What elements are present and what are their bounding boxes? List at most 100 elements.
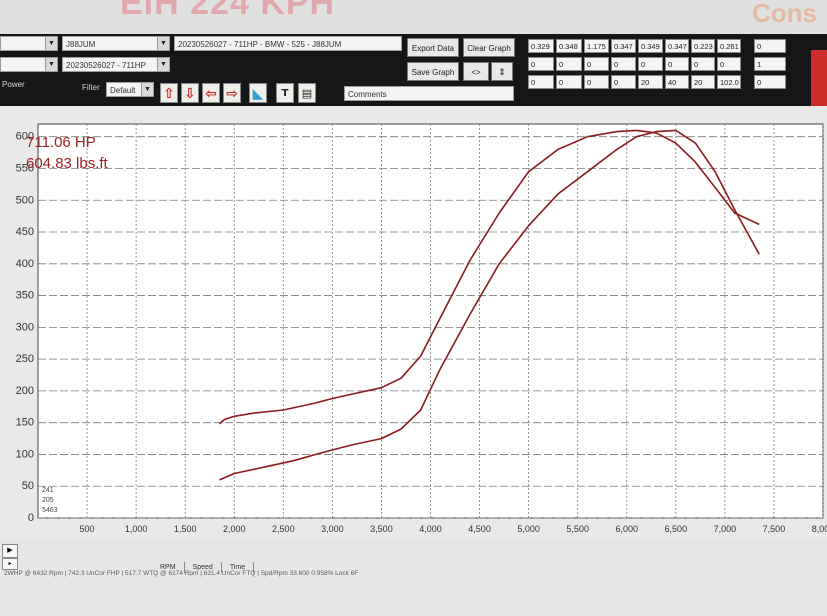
grid-cell: 0: [584, 75, 609, 89]
y-tick-label: 150: [16, 417, 34, 429]
x-tick-label: 7,000: [714, 524, 737, 534]
vehicle-dropdown-value: J88JUM: [66, 40, 96, 49]
grid-cell: 0: [528, 75, 554, 89]
print-icon[interactable]: ▤: [298, 83, 316, 103]
save-graph-button[interactable]: Save Graph: [407, 62, 459, 81]
y-tick-label: 300: [16, 321, 34, 333]
y-tick-label: 50: [22, 480, 34, 492]
chevron-down-icon: ▼: [157, 37, 169, 50]
spinner-icon[interactable]: ⇕: [491, 62, 513, 81]
x-tick-label: 500: [80, 524, 95, 534]
filter-dropdown[interactable]: Default ▼: [106, 82, 154, 97]
readout-line-1: 241: [42, 487, 54, 494]
readout-line-2: 205: [42, 497, 54, 504]
series-line-2: [219, 129, 760, 481]
arrow-up-icon[interactable]: ⇧: [160, 83, 178, 103]
y-tick-label: 600: [16, 131, 34, 143]
x-tick-label: 3,000: [321, 524, 344, 534]
step-icon[interactable]: ▸: [2, 558, 18, 570]
x-tick-label: 7,500: [763, 524, 786, 534]
grid-lines: [38, 124, 824, 519]
chevron-down-icon: ▼: [45, 37, 57, 50]
grid-cell: 0.348: [556, 39, 582, 53]
x-tick-label: 4,000: [419, 524, 442, 534]
grid-cell: 1.175: [584, 39, 609, 53]
grid-cell: 0: [665, 57, 689, 71]
grid-cell: 0.261: [717, 39, 741, 53]
grid-cell: 0.329: [528, 39, 554, 53]
y-tick-label: 500: [16, 194, 34, 206]
run-select-field[interactable]: 20230526027 - 711HP - BMW - 525 - J88JUM: [174, 36, 402, 51]
grid-cell: 0.347: [665, 39, 689, 53]
tab-rpm[interactable]: RPM: [152, 562, 185, 573]
arrow-down-icon[interactable]: ⇩: [181, 83, 199, 103]
grid-cell: 0: [691, 57, 715, 71]
tick-labels: 500 1,000 1,500 2,000 2,500 3,000 3,500 4,000 4,…: [16, 131, 827, 534]
grid-cell: 0: [611, 57, 636, 71]
filter-label: Filter: [82, 83, 100, 92]
comments-field[interactable]: Comments: [344, 86, 514, 101]
x-tick-label: 1,500: [174, 524, 197, 534]
y-tick-label: 0: [28, 512, 34, 524]
y-tick-label: 250: [16, 353, 34, 365]
clear-graph-button[interactable]: Clear Graph: [463, 38, 515, 57]
power-label: Power: [2, 80, 25, 89]
run-dropdown-left[interactable]: ▼: [0, 57, 58, 72]
side-red-bar: [811, 50, 827, 110]
readout-line-3: 5463: [42, 507, 58, 514]
x-tick-label: 5,500: [566, 524, 589, 534]
dyno-chart: 500 1,000 1,500 2,000 2,500 3,000 3,500 4,000 4,…: [0, 106, 827, 540]
grid-cell: 0.349: [638, 39, 663, 53]
y-tick-label: 100: [16, 448, 34, 460]
y-tick-label: 450: [16, 226, 34, 238]
status-line: 2WHP @ 6432 Rpm | 742.3 UnCor FHP | 517.…: [4, 570, 359, 577]
filter-dropdown-value: Default: [110, 86, 136, 95]
banner-title: EIH 224 KPH: [120, 0, 336, 22]
run-dropdown[interactable]: 20230526027 - 711HP ▼: [62, 57, 170, 72]
chevron-down-icon: ▼: [45, 58, 57, 71]
grid-cell: 0: [528, 57, 554, 71]
x-tick-label: 3,500: [370, 524, 393, 534]
series-line-1: [218, 129, 760, 425]
text-tool-icon[interactable]: T: [276, 83, 294, 103]
y-tick-label: 350: [16, 290, 34, 302]
grid-cell: 102.0: [717, 75, 741, 89]
y-tick-label: 550: [16, 162, 34, 174]
grid-cell: 0.223: [691, 39, 715, 53]
x-tick-label: 6,500: [665, 524, 688, 534]
pointer-icon[interactable]: ◣: [249, 83, 267, 103]
footer-bar: ▶ ▸ RPM Speed Time 2WHP @ 6432 Rpm | 742.3…: [0, 540, 827, 616]
arrow-right-icon[interactable]: ⇨: [223, 83, 241, 103]
x-tick-label: 6,000: [615, 524, 638, 534]
play-icon[interactable]: ▶: [2, 544, 18, 558]
grid-cell: 0: [584, 57, 609, 71]
x-tick-label: 2,000: [223, 524, 246, 534]
grid-cell: 0: [556, 75, 582, 89]
x-tick-label: 2,500: [272, 524, 295, 534]
vehicle-dropdown[interactable]: J88JUM ▼: [62, 36, 170, 51]
grid-cell: 1: [754, 57, 786, 71]
axis-mode-tabs: RPM Speed Time: [152, 556, 255, 574]
grid-cell: 0: [556, 57, 582, 71]
grid-cell: 0: [754, 75, 786, 89]
y-tick-label: 400: [16, 258, 34, 270]
x-tick-label: 5,000: [517, 524, 540, 534]
max-torque-readout: 604.83 lbs.ft: [26, 155, 109, 172]
nav-button[interactable]: <>: [463, 62, 489, 81]
grid-cell: 0: [638, 57, 663, 71]
grid-cell: 40: [665, 75, 689, 89]
tab-time[interactable]: Time: [222, 562, 255, 573]
toolbar: ▼ J88JUM ▼ ▼ 20230526027 - 711HP ▼ 2023052…: [0, 34, 827, 106]
series-layer: [218, 129, 760, 481]
grid-cell: 0: [611, 75, 636, 89]
title-banner: EIH 224 KPH Cons: [0, 0, 827, 34]
vehicle-dropdown-left[interactable]: ▼: [0, 36, 58, 51]
tab-speed[interactable]: Speed: [185, 562, 222, 573]
arrow-left-icon[interactable]: ⇦: [202, 83, 220, 103]
export-data-button[interactable]: Export Data: [407, 38, 459, 57]
grid-cell: 20: [638, 75, 663, 89]
run-dropdown-value: 20230526027 - 711HP: [66, 61, 146, 70]
grid-cell: 0: [754, 39, 786, 53]
x-tick-label: 8,000: [812, 524, 827, 534]
